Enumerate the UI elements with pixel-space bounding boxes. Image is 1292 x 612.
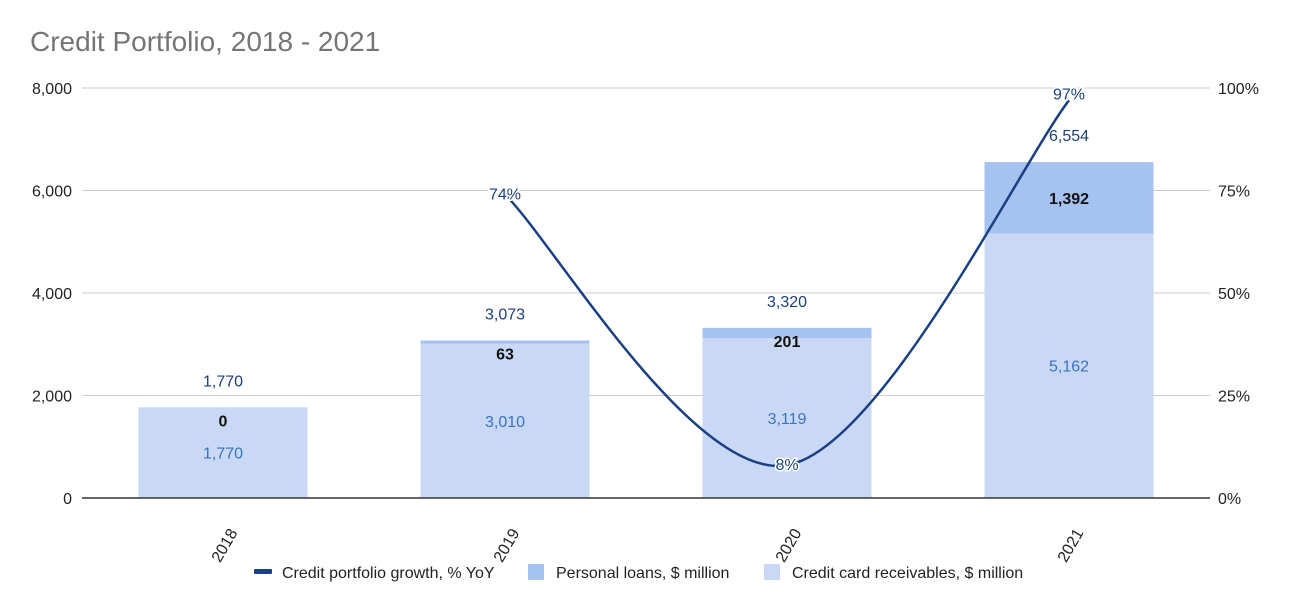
legend-label: Credit portfolio growth, % YoY bbox=[282, 565, 495, 582]
x-axis-tick-label: 2019 bbox=[491, 526, 524, 565]
x-axis-tick-label: 2020 bbox=[773, 526, 806, 565]
right-axis-tick-label: 50% bbox=[1218, 286, 1250, 303]
legend-label: Credit card receivables, $ million bbox=[792, 565, 1023, 582]
growth-line bbox=[504, 99, 1070, 467]
legend-swatch bbox=[764, 564, 780, 580]
bar-personal-loans bbox=[702, 327, 872, 339]
data-label-credit-card: 5,162 bbox=[1049, 359, 1089, 376]
legend-label: Personal loans, $ million bbox=[556, 565, 729, 582]
data-label-growth: 74% bbox=[489, 187, 521, 204]
data-label-growth: 97% bbox=[1053, 86, 1085, 103]
right-axis-tick-label: 100% bbox=[1218, 81, 1259, 98]
legend-swatch-growth-line bbox=[254, 569, 272, 574]
left-axis-tick-label: 6,000 bbox=[32, 184, 72, 201]
data-label-total: 6,554 bbox=[1049, 128, 1089, 145]
axes: 02,0004,0006,0008,0000%25%50%75%100%2018… bbox=[32, 81, 1259, 565]
data-label-credit-card: 3,119 bbox=[768, 411, 807, 428]
data-label-growth: 8% bbox=[775, 457, 798, 474]
data-label-credit-card: 1,770 bbox=[203, 446, 243, 463]
left-axis-tick-label: 8,000 bbox=[32, 81, 72, 98]
bar-credit-card-receivables bbox=[420, 343, 590, 498]
bar-credit-card-receivables bbox=[702, 338, 872, 498]
left-axis-tick-label: 2,000 bbox=[32, 389, 72, 406]
legend: Credit portfolio growth, % YoY Personal l… bbox=[254, 564, 1023, 582]
left-axis-tick-label: 4,000 bbox=[32, 286, 72, 303]
data-label-total: 3,073 bbox=[485, 307, 525, 324]
bars bbox=[138, 162, 1154, 498]
right-axis-tick-label: 0% bbox=[1218, 491, 1241, 508]
chart-title: Credit Portfolio, 2018 - 2021 bbox=[30, 26, 381, 57]
bar-personal-loans bbox=[420, 340, 590, 344]
right-axis-tick-label: 75% bbox=[1218, 184, 1250, 201]
bar-credit-card-receivables bbox=[138, 407, 308, 498]
right-axis-tick-label: 25% bbox=[1218, 389, 1250, 406]
data-labels: 1,770 0 1,770 3,010 63 3,073 74% 3,119 201 3,320 8… bbox=[203, 85, 1089, 476]
left-axis-tick-label: 0 bbox=[63, 491, 72, 508]
bar-personal-loans bbox=[984, 162, 1154, 234]
bar-credit-card-receivables bbox=[984, 233, 1154, 498]
data-label-personal-loans: 1,392 bbox=[1049, 191, 1089, 208]
data-label-total: 3,320 bbox=[767, 294, 807, 311]
legend-swatch bbox=[528, 564, 544, 580]
growth-line-path bbox=[504, 99, 1070, 467]
x-axis-tick-label: 2018 bbox=[209, 526, 242, 565]
data-label-personal-loans: 63 bbox=[496, 347, 514, 364]
x-axis-tick-label: 2021 bbox=[1055, 526, 1088, 565]
data-label-total: 1,770 bbox=[203, 373, 243, 390]
data-label-credit-card: 3,010 bbox=[485, 414, 525, 431]
data-label-personal-loans: 201 bbox=[774, 334, 801, 351]
data-label-personal-loans: 0 bbox=[219, 413, 228, 430]
